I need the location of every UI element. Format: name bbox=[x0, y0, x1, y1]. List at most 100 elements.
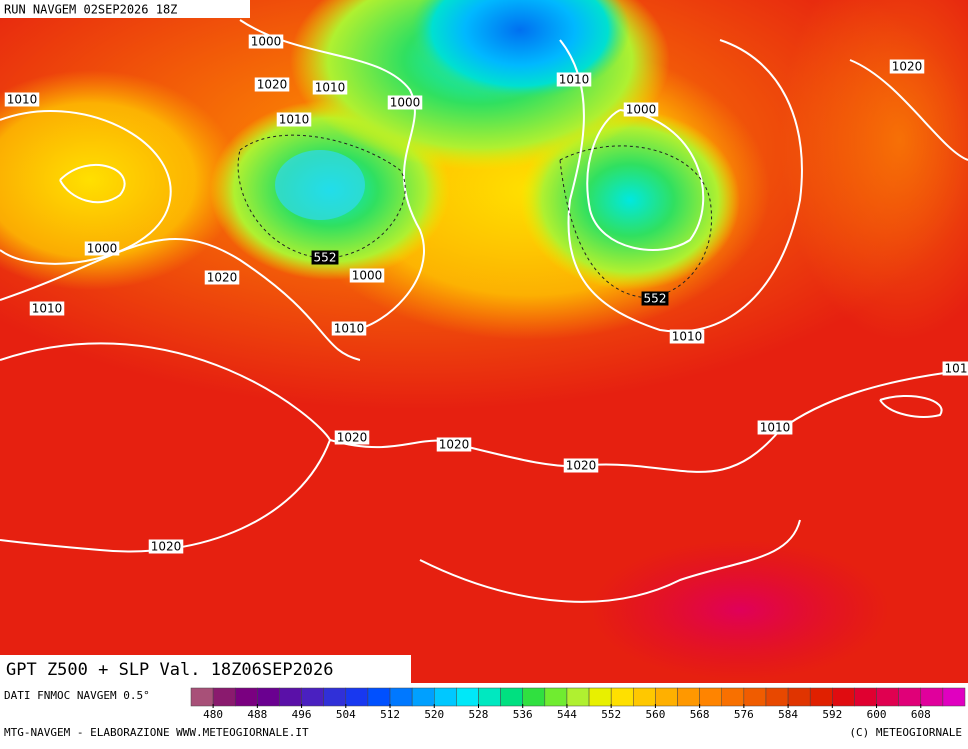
colorbar-swatch bbox=[633, 687, 656, 707]
colorbar-swatch bbox=[323, 687, 347, 707]
isobar-label: 1000 bbox=[626, 103, 657, 117]
colorbar-label: 504 bbox=[336, 708, 356, 721]
legend-source: DATI FNMOC NAVGEM 0.5° bbox=[4, 689, 150, 702]
height-contour-552 bbox=[237, 134, 712, 298]
label-box bbox=[248, 34, 284, 49]
colorbar-swatch bbox=[522, 687, 546, 707]
label-box bbox=[4, 92, 40, 107]
colorbar-swatch bbox=[765, 687, 789, 707]
colorbar-swatch bbox=[699, 687, 722, 707]
isobars bbox=[0, 19, 968, 603]
isobar-label: 1000 bbox=[251, 35, 282, 49]
colorbar-label: 520 bbox=[424, 708, 444, 721]
colorbar-label: 488 bbox=[247, 708, 267, 721]
label-box bbox=[556, 72, 592, 87]
colorbar-swatch bbox=[610, 687, 634, 707]
title-box bbox=[0, 655, 411, 683]
colorbar-swatch bbox=[566, 687, 590, 707]
label-box bbox=[387, 95, 423, 110]
isobar-label: 101 bbox=[945, 362, 968, 376]
label-box bbox=[563, 458, 599, 473]
colorbar-swatch bbox=[876, 687, 899, 707]
colorbar-swatch bbox=[677, 687, 700, 707]
colorbar-label: 576 bbox=[734, 708, 754, 721]
colorbar-swatch bbox=[434, 687, 457, 707]
colorbar-swatch bbox=[190, 687, 214, 707]
colorbar-swatch bbox=[544, 687, 568, 707]
map-background bbox=[0, 0, 968, 683]
colorbar-label: 600 bbox=[867, 708, 887, 721]
isobar-label: 1010 bbox=[315, 81, 346, 95]
isobar-label: 1020 bbox=[892, 60, 923, 74]
label-box bbox=[84, 241, 120, 256]
isobar-label: 1000 bbox=[87, 242, 118, 256]
colorbar-swatch bbox=[411, 687, 435, 707]
map-labels: 1000 1010 1020 1010 1010 1000 1020 1010 1000 1010… bbox=[4, 34, 968, 554]
colorbar-label: 544 bbox=[557, 708, 577, 721]
isobar-label: 1020 bbox=[151, 540, 182, 554]
isobar-label: 1020 bbox=[439, 438, 470, 452]
isobar-label: 1010 bbox=[7, 93, 38, 107]
colorbar-swatch bbox=[942, 687, 966, 707]
isobar-label: 1010 bbox=[279, 113, 310, 127]
map-title: GPT Z500 + SLP Val. 18Z06SEP2026 bbox=[6, 660, 334, 680]
colorbar-swatch bbox=[234, 687, 258, 707]
header-box bbox=[0, 0, 250, 18]
colorbar-label: 592 bbox=[822, 708, 842, 721]
colorbar-label: 552 bbox=[601, 708, 621, 721]
colorbar-swatch bbox=[588, 687, 612, 707]
label-box bbox=[204, 270, 240, 285]
label-box bbox=[942, 361, 968, 376]
run-header: RUN NAVGEM 02SEP2026 18Z bbox=[4, 3, 177, 17]
colorbar-swatch bbox=[345, 687, 369, 707]
label-box bbox=[331, 321, 367, 336]
colorbar-label: 536 bbox=[513, 708, 533, 721]
isobar-label: 1010 bbox=[32, 302, 63, 316]
label-box bbox=[623, 102, 659, 117]
label-box bbox=[311, 250, 339, 265]
label-box bbox=[641, 291, 669, 306]
colorbar-swatch bbox=[655, 687, 678, 707]
colorbar-swatch bbox=[898, 687, 922, 707]
colorbar-label: 480 bbox=[203, 708, 223, 721]
colorbar-label: 496 bbox=[292, 708, 312, 721]
label-box bbox=[148, 539, 184, 554]
colorbar-label: 568 bbox=[690, 708, 710, 721]
label-box bbox=[349, 268, 385, 283]
label-box bbox=[254, 77, 290, 92]
label-box bbox=[29, 301, 65, 316]
colorbar-swatch bbox=[809, 687, 833, 707]
label-box bbox=[757, 420, 793, 435]
colorbar-swatch bbox=[478, 687, 501, 707]
label-box bbox=[276, 112, 312, 127]
colorbar-swatch bbox=[854, 687, 877, 707]
colorbar-swatch bbox=[257, 687, 280, 707]
colorbar-swatch bbox=[787, 687, 811, 707]
colorbar-label: 608 bbox=[911, 708, 931, 721]
colorbar-swatch bbox=[389, 687, 413, 707]
footer-right: (C) METEOGIORNALE bbox=[849, 726, 962, 739]
colorbar-swatch bbox=[743, 687, 767, 707]
colorbar-swatch bbox=[367, 687, 391, 707]
colorbar-swatch bbox=[832, 687, 855, 707]
colorbar-label: 528 bbox=[469, 708, 489, 721]
isobar-label: 1020 bbox=[566, 459, 597, 473]
colorbar: 480 488 496 504 512 520 528 536 544 552 560 568 576 5… bbox=[190, 687, 966, 721]
colorbar-label: 560 bbox=[645, 708, 665, 721]
isobar-label: 1010 bbox=[672, 330, 703, 344]
colorbar-swatch bbox=[920, 687, 944, 707]
isobar-label: 1010 bbox=[334, 322, 365, 336]
height-label: 552 bbox=[644, 292, 667, 306]
isobar-label: 1000 bbox=[390, 96, 421, 110]
footer-left: MTG-NAVGEM - ELABORAZIONE WWW.METEOGIORN… bbox=[4, 726, 309, 739]
label-box bbox=[334, 430, 370, 445]
colorbar-label: 584 bbox=[778, 708, 798, 721]
label-box bbox=[669, 329, 705, 344]
isobar-label: 1010 bbox=[559, 73, 590, 87]
isobar-label: 1020 bbox=[207, 271, 238, 285]
colorbar-swatch bbox=[500, 687, 523, 707]
isobar-label: 1020 bbox=[257, 78, 288, 92]
isobar-label: 1010 bbox=[760, 421, 791, 435]
isobar-label: 1000 bbox=[352, 269, 383, 283]
